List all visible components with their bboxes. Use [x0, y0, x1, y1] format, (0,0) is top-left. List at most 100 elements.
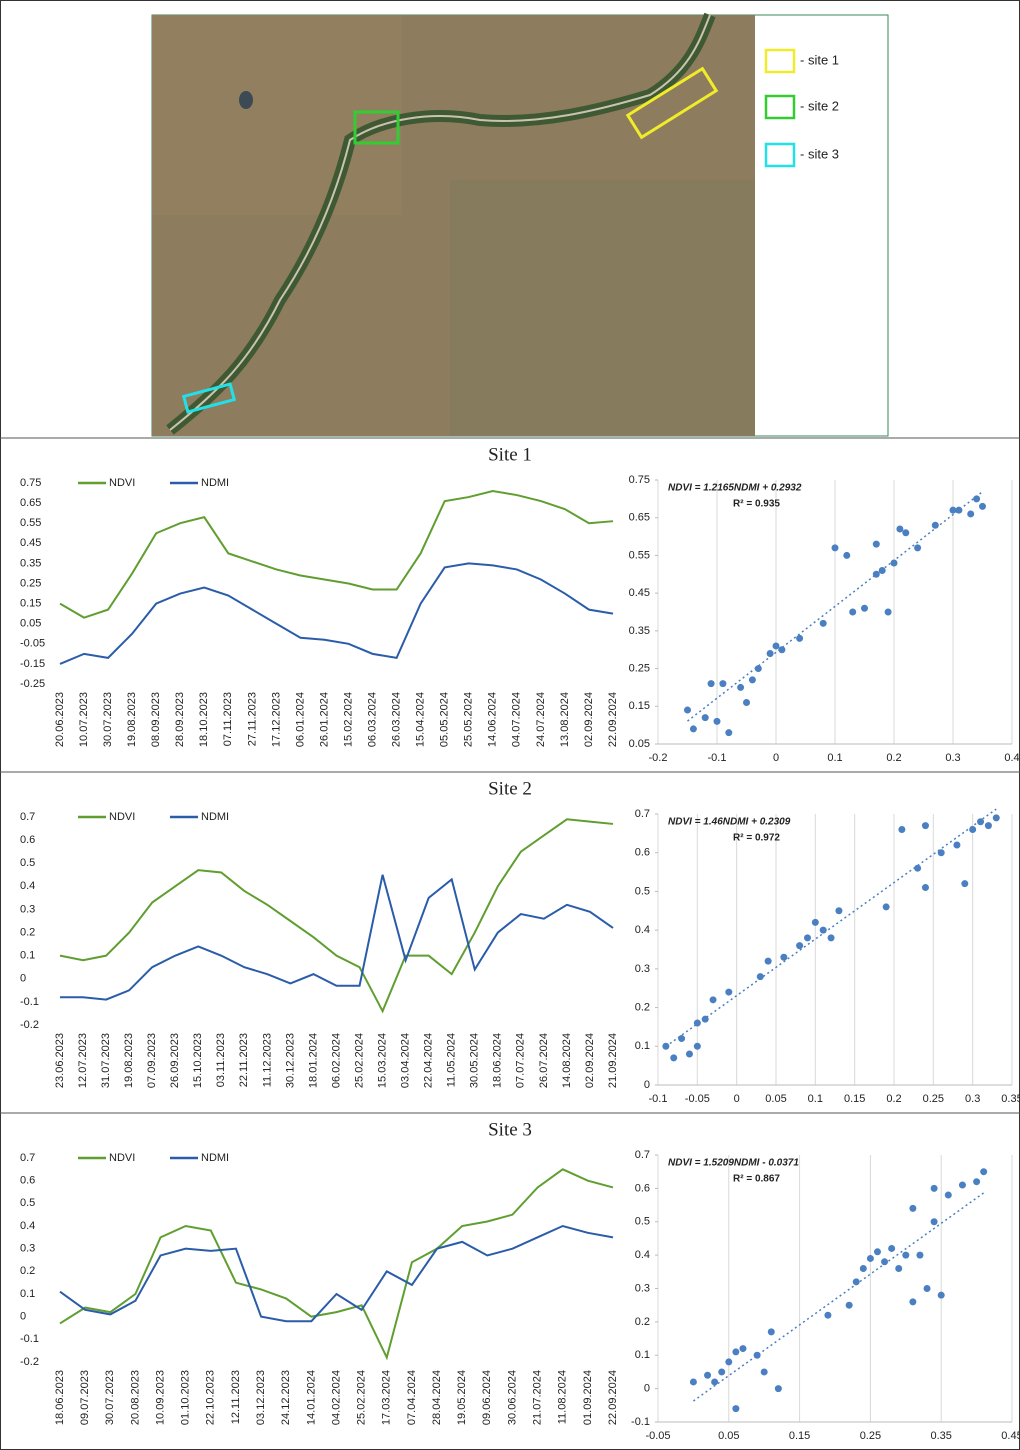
- x-tick-label: 11.12.2023: [261, 1033, 273, 1087]
- x-tick-label: 09.06.2024: [481, 1370, 493, 1425]
- point: [846, 1302, 853, 1309]
- x-tick-label: 21.07.2024: [531, 1370, 543, 1425]
- equation: NDVI = 1.2165NDMI + 0.2932: [668, 483, 802, 494]
- y-tick-label: 0.2: [20, 1265, 35, 1277]
- y-tick-label: 0.45: [20, 537, 41, 549]
- point: [883, 903, 890, 910]
- y-tick-label: 0.1: [20, 1288, 35, 1300]
- point: [820, 620, 827, 627]
- point: [702, 1016, 709, 1023]
- x-tick-label: 30.05.2024: [469, 1033, 481, 1088]
- y-tick-label: 0.4: [635, 924, 650, 936]
- x-tick-label: 0.25: [923, 1093, 944, 1105]
- x-tick-label: 26.07.2024: [538, 1033, 550, 1088]
- y-tick-label: 0.1: [635, 1040, 650, 1052]
- point: [694, 1020, 701, 1027]
- point: [873, 541, 880, 548]
- point: [924, 1285, 931, 1292]
- equation: NDVI = 1.5209NDMI - 0.0371: [668, 1158, 799, 1169]
- x-tick-label: 0.35: [930, 1430, 951, 1442]
- point: [993, 814, 1000, 821]
- point: [702, 714, 709, 721]
- x-tick-label: 0.05: [718, 1430, 739, 1442]
- legend-label: - site 2: [800, 98, 839, 113]
- point: [922, 822, 929, 829]
- x-tick-label: 19.08.2023: [123, 1033, 135, 1088]
- point: [891, 559, 898, 566]
- legend-label: - site 1: [800, 52, 839, 67]
- y-tick-label: 0.3: [20, 1243, 35, 1255]
- y-tick-label: 0.6: [635, 1182, 650, 1194]
- point: [749, 676, 756, 683]
- x-tick-label: 0: [734, 1093, 740, 1105]
- point: [914, 865, 921, 872]
- x-tick-label: 0.4: [1004, 752, 1019, 764]
- y-tick-label: 0.7: [635, 808, 650, 820]
- x-tick-label: 11.05.2024: [446, 1033, 458, 1087]
- point: [832, 544, 839, 551]
- point: [977, 818, 984, 825]
- x-tick-label: 0.3: [945, 752, 960, 764]
- x-tick-label: 15.10.2023: [192, 1033, 204, 1088]
- x-tick-label: 10.07.2023: [78, 692, 90, 747]
- x-tick-label: 0.25: [860, 1430, 881, 1442]
- point: [694, 1043, 701, 1050]
- x-tick-label: 28.04.2024: [431, 1370, 443, 1425]
- x-tick-label: 0.05: [765, 1093, 786, 1105]
- x-tick-label: 25.05.2024: [463, 692, 475, 747]
- point: [737, 684, 744, 691]
- x-tick-label: 26.03.2024: [391, 692, 403, 747]
- point: [714, 718, 721, 725]
- x-tick-label: 03.04.2024: [400, 1033, 412, 1088]
- x-tick-label: 0.1: [808, 1093, 823, 1105]
- y-tick-label: 0.05: [20, 618, 41, 630]
- lake: [239, 91, 253, 109]
- point: [861, 605, 868, 612]
- y-tick-label: 0.45: [629, 587, 650, 599]
- x-tick-label: -0.1: [649, 1093, 668, 1105]
- point: [739, 1345, 746, 1352]
- y-tick-label: -0.05: [20, 638, 45, 650]
- point: [945, 1192, 952, 1199]
- y-tick-label: 0.25: [629, 662, 650, 674]
- point: [867, 1255, 874, 1262]
- point: [888, 1245, 895, 1252]
- x-tick-label: 22.10.2023: [205, 1370, 217, 1425]
- x-tick-label: 0.2: [886, 1093, 901, 1105]
- y-tick-label: 0.35: [629, 625, 650, 637]
- point: [953, 841, 960, 848]
- point: [985, 822, 992, 829]
- x-tick-label: 0.15: [789, 1430, 810, 1442]
- point: [931, 1185, 938, 1192]
- point: [938, 849, 945, 856]
- point: [828, 934, 835, 941]
- y-tick-label: 0.1: [20, 950, 35, 962]
- point: [686, 1051, 693, 1058]
- x-tick-label: 06.03.2024: [366, 692, 378, 747]
- x-tick-label: 25.02.2024: [353, 1033, 365, 1088]
- y-tick-label: 0.3: [20, 903, 35, 915]
- x-tick-label: 20.08.2023: [129, 1370, 141, 1425]
- point: [973, 495, 980, 502]
- y-tick-label: 0.7: [20, 811, 35, 823]
- x-tick-label: 26.09.2023: [169, 1033, 181, 1088]
- y-tick-label: 0.35: [20, 557, 41, 569]
- point: [773, 642, 780, 649]
- y-tick-label: 0.25: [20, 577, 41, 589]
- x-tick-label: 04.02.2024: [330, 1370, 342, 1425]
- point: [895, 1265, 902, 1272]
- x-tick-label: 24.12.2023: [280, 1370, 292, 1425]
- y-tick-label: 0.55: [20, 517, 41, 529]
- point: [849, 609, 856, 616]
- y-tick-label: 0.4: [635, 1249, 650, 1261]
- y-tick-label: 0.6: [20, 1175, 35, 1187]
- x-tick-label: 10.09.2023: [154, 1370, 166, 1425]
- point: [980, 1168, 987, 1175]
- point: [909, 1205, 916, 1212]
- x-tick-label: 07.11.2023: [222, 692, 234, 746]
- x-tick-label: 15.02.2024: [342, 692, 354, 747]
- r-squared: R² = 0.867: [733, 1174, 780, 1185]
- point: [959, 1182, 966, 1189]
- point: [898, 826, 905, 833]
- x-tick-label: 08.09.2023: [150, 692, 162, 747]
